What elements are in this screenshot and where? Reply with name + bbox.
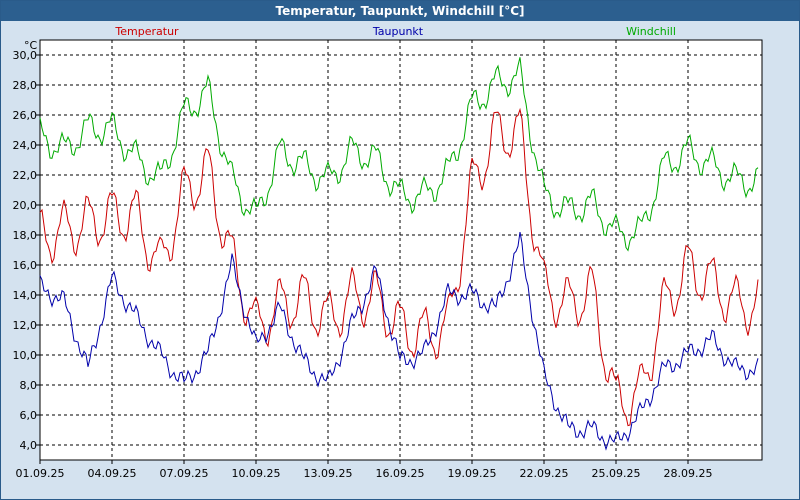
x-tick-label: 07.09.25 (160, 467, 209, 480)
x-tick-label: 01.09.25 (16, 467, 65, 480)
x-tick-label: 19.09.25 (448, 467, 497, 480)
y-tick-label: 26,0 (13, 109, 38, 122)
x-tick-label: 16.09.25 (376, 467, 425, 480)
x-tick-label: 13.09.25 (304, 467, 353, 480)
series-lines (39, 57, 759, 451)
y-tick-label: 6,0 (20, 409, 38, 422)
y-tick-label: 8,0 (20, 379, 38, 392)
legend-temperatur: Temperatur (114, 25, 179, 38)
y-tick-label: 4,0 (20, 439, 38, 452)
y-tick-label: 10,0 (13, 349, 38, 362)
x-tick-label: 04.09.25 (88, 467, 137, 480)
y-tick-label: 24,0 (13, 139, 38, 152)
y-tick-label: 14,0 (13, 289, 38, 302)
plot-area (39, 39, 763, 461)
legend-windchill: Windchill (626, 25, 676, 38)
x-tick-label: 28.09.25 (664, 467, 713, 480)
y-tick-label: 12,0 (13, 319, 38, 332)
y-tick-label: 20,0 (13, 199, 38, 212)
window-title: Temperatur, Taupunkt, Windchill [°C] (1, 1, 799, 21)
x-axis-ticks: 01.09.25 04.09.25 07.09.25 10.09.25 13.09.25… (16, 460, 713, 480)
y-axis-unit: °C (24, 39, 38, 52)
y-axis-ticks: 4,0 6,0 8,0 10,0 12,0 14,0 16,0 18,0 20,0 22,0 24,… (13, 49, 40, 452)
series-windchill (39, 57, 759, 252)
x-tick-label: 22.09.25 (520, 467, 569, 480)
y-tick-label: 16,0 (13, 259, 38, 272)
y-tick-label: 28,0 (13, 79, 38, 92)
series-line (39, 232, 759, 451)
series-line (39, 57, 759, 252)
series-temperatur (39, 107, 759, 427)
legend-taupunkt: Taupunkt (372, 25, 424, 38)
series-taupunkt (39, 232, 759, 451)
x-tick-label: 25.09.25 (592, 467, 641, 480)
series-line (39, 107, 759, 427)
legend: Temperatur Taupunkt Windchill (114, 25, 676, 38)
y-tick-label: 22,0 (13, 169, 38, 182)
y-tick-label: 30,0 (13, 49, 38, 62)
x-tick-label: 10.09.25 (232, 467, 281, 480)
y-tick-label: 18,0 (13, 229, 38, 242)
